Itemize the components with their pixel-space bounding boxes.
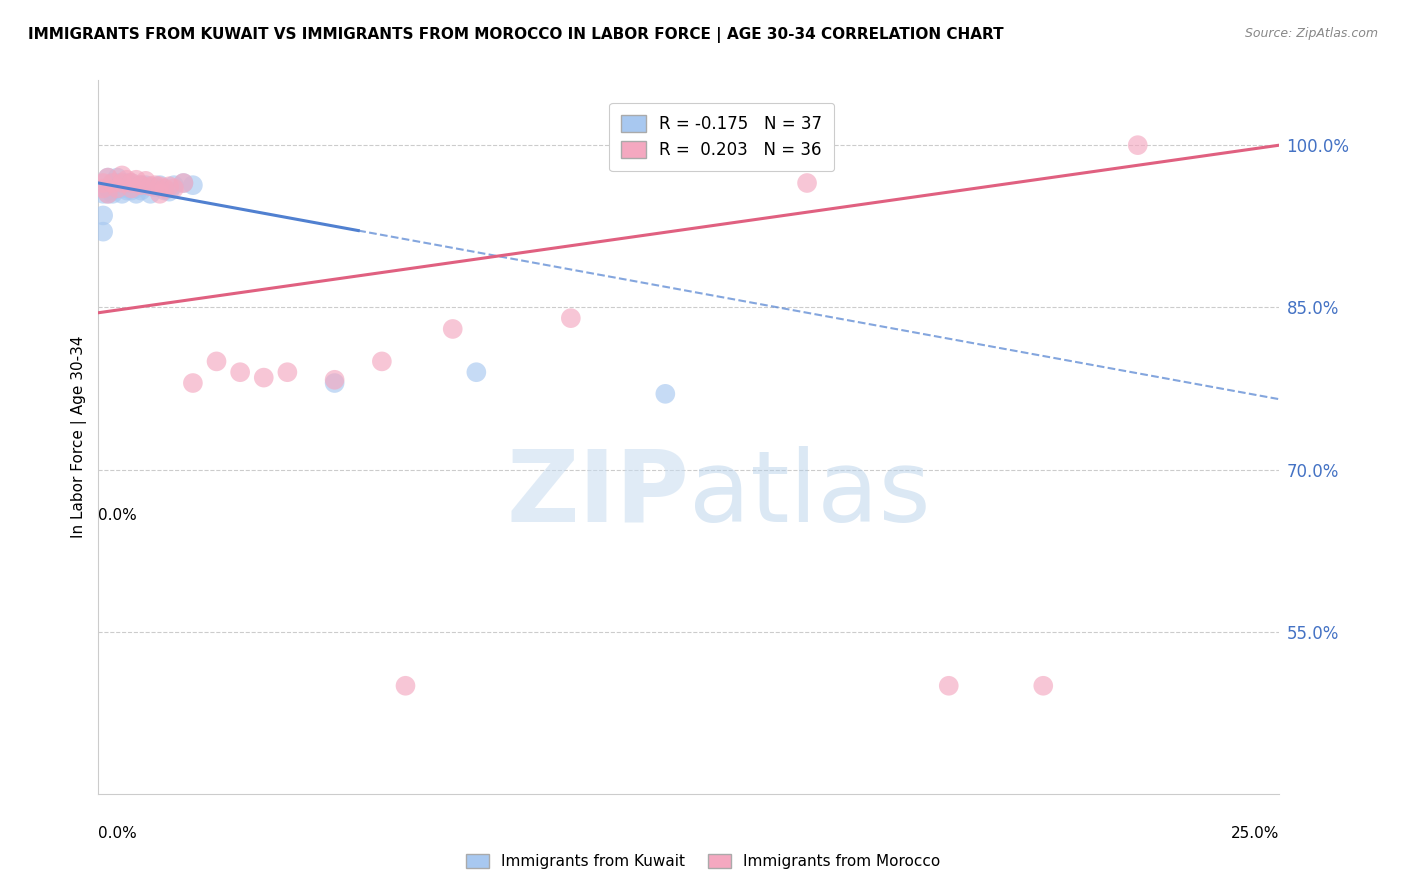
Point — [172, 176, 194, 190]
Point — [181, 376, 204, 390]
Point — [97, 170, 120, 185]
Point — [101, 181, 124, 195]
Point — [121, 184, 143, 198]
Text: 0.0%: 0.0% — [98, 827, 138, 841]
Point — [323, 376, 346, 390]
Point — [465, 365, 488, 379]
Point — [149, 178, 172, 193]
Point — [91, 186, 114, 201]
Point — [91, 225, 114, 239]
Text: 0.0%: 0.0% — [98, 508, 138, 524]
Point — [1032, 679, 1054, 693]
Point — [111, 176, 134, 190]
Text: 25.0%: 25.0% — [1232, 827, 1279, 841]
Point — [153, 184, 176, 198]
Point — [121, 176, 143, 190]
Point — [121, 176, 143, 190]
Point — [560, 311, 582, 326]
Point — [91, 181, 114, 195]
Legend: R = -0.175   N = 37, R =  0.203   N = 36: R = -0.175 N = 37, R = 0.203 N = 36 — [609, 103, 834, 171]
Point — [101, 176, 124, 190]
Point — [105, 181, 128, 195]
Point — [125, 186, 148, 201]
Point — [1126, 138, 1149, 153]
Point — [129, 178, 152, 193]
Point — [105, 176, 128, 190]
Point — [97, 170, 120, 185]
Point — [153, 181, 176, 195]
Point — [157, 179, 180, 194]
Point — [111, 176, 134, 190]
Point — [938, 679, 960, 693]
Point — [143, 180, 166, 194]
Point — [139, 186, 162, 201]
Point — [125, 181, 148, 195]
Point — [111, 169, 134, 183]
Point — [129, 178, 152, 193]
Point — [129, 184, 152, 198]
Point — [111, 186, 134, 201]
Point — [135, 178, 157, 193]
Text: Source: ZipAtlas.com: Source: ZipAtlas.com — [1244, 27, 1378, 40]
Point — [101, 184, 124, 198]
Point — [111, 181, 134, 195]
Legend: Immigrants from Kuwait, Immigrants from Morocco: Immigrants from Kuwait, Immigrants from … — [460, 848, 946, 875]
Point — [149, 186, 172, 201]
Point — [97, 186, 120, 201]
Point — [115, 184, 138, 198]
Point — [121, 181, 143, 195]
Point — [276, 365, 298, 379]
Text: ZIP: ZIP — [506, 446, 689, 542]
Point — [101, 186, 124, 201]
Point — [115, 176, 138, 190]
Point — [91, 209, 114, 223]
Point — [181, 178, 204, 193]
Text: IMMIGRANTS FROM KUWAIT VS IMMIGRANTS FROM MOROCCO IN LABOR FORCE | AGE 30-34 COR: IMMIGRANTS FROM KUWAIT VS IMMIGRANTS FRO… — [28, 27, 1004, 43]
Point — [143, 178, 166, 193]
Point — [135, 174, 157, 188]
Point — [97, 181, 120, 195]
Point — [163, 181, 186, 195]
Y-axis label: In Labor Force | Age 30-34: In Labor Force | Age 30-34 — [72, 335, 87, 539]
Point — [121, 179, 143, 194]
Point — [97, 186, 120, 201]
Point — [149, 179, 172, 194]
Point — [101, 176, 124, 190]
Point — [115, 173, 138, 187]
Text: atlas: atlas — [689, 446, 931, 542]
Point — [139, 179, 162, 194]
Point — [157, 185, 180, 199]
Point — [91, 176, 114, 190]
Point — [323, 373, 346, 387]
Point — [394, 679, 416, 693]
Point — [253, 370, 276, 384]
Point — [105, 170, 128, 185]
Point — [796, 176, 818, 190]
Point — [105, 181, 128, 195]
Point — [205, 354, 228, 368]
Point — [654, 387, 676, 401]
Point — [172, 176, 194, 190]
Point — [371, 354, 394, 368]
Point — [125, 173, 148, 187]
Point — [229, 365, 252, 379]
Point — [163, 178, 186, 193]
Point — [441, 322, 464, 336]
